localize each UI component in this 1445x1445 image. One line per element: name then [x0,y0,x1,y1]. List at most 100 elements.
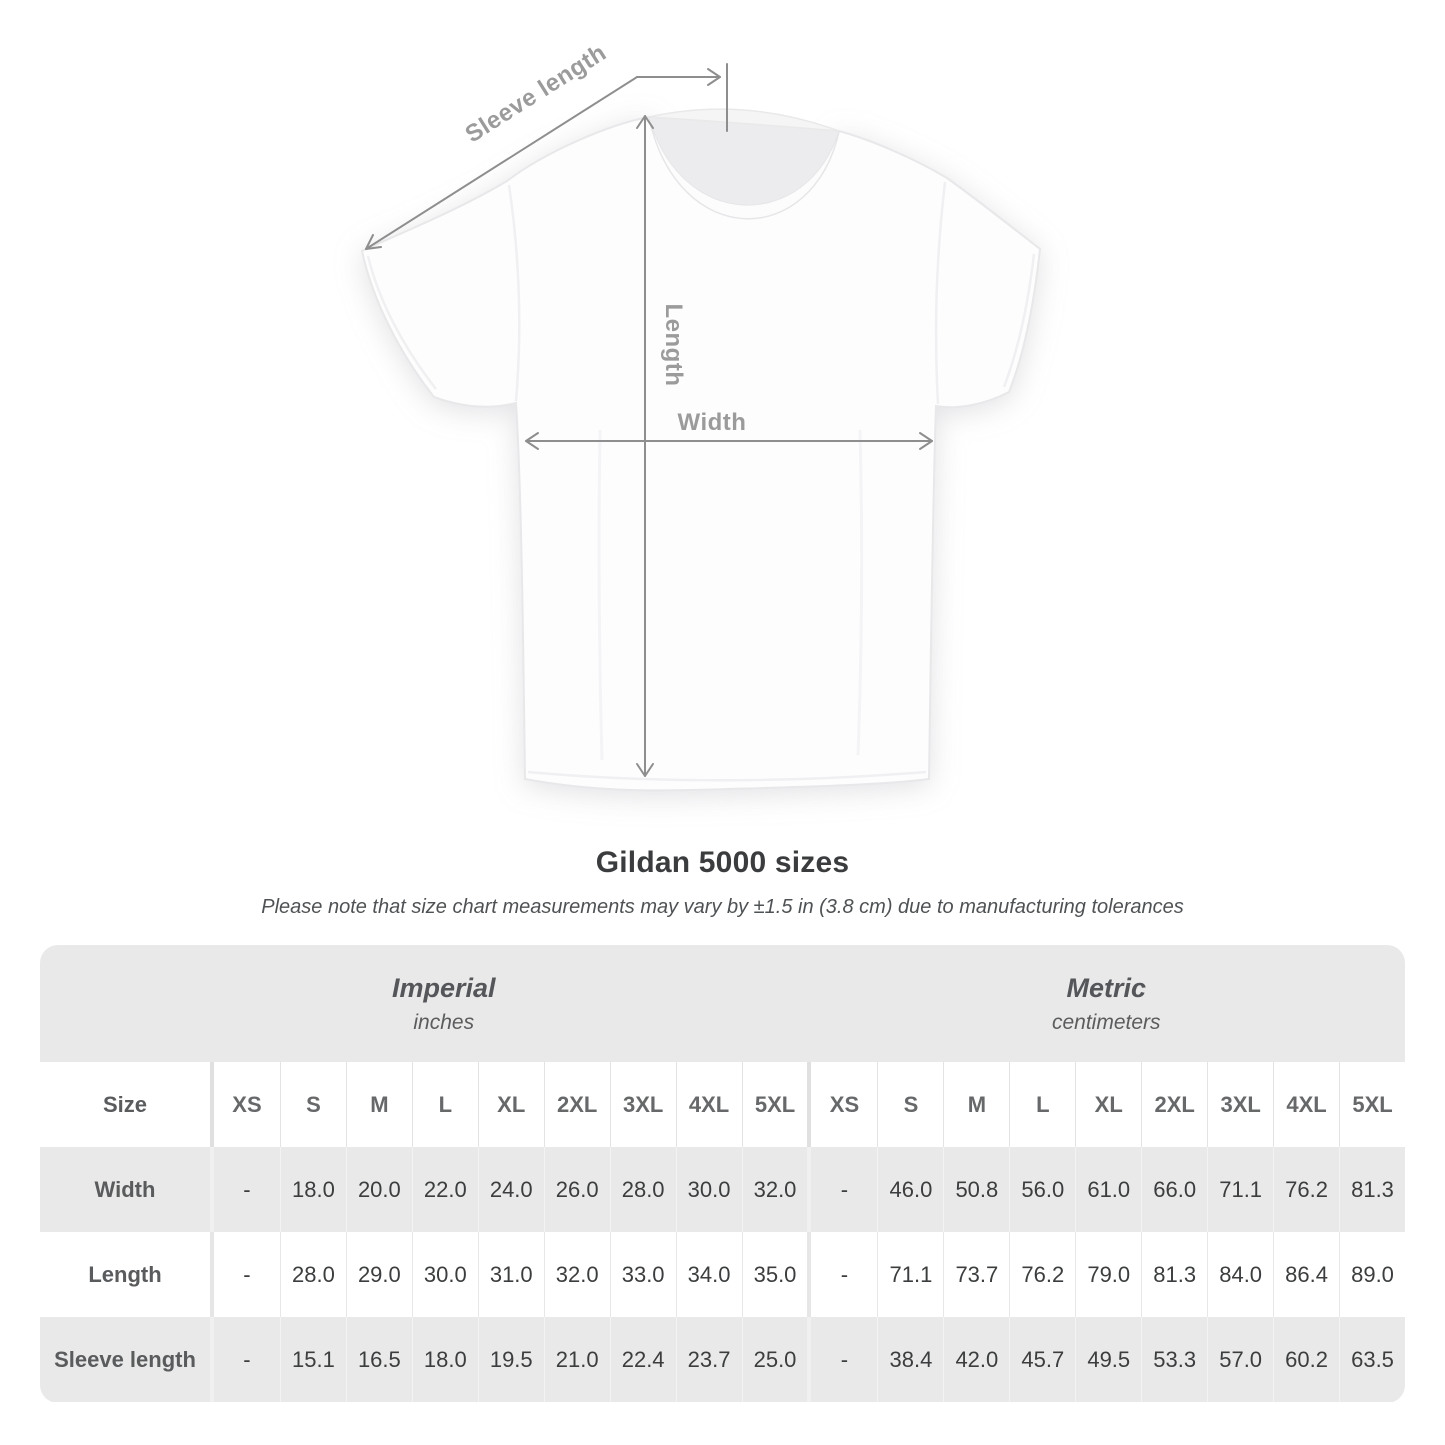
page-title: Gildan 5000 sizes [595,846,850,879]
tshirt-measurement-diagram: Sleeve length Length Width [360,39,1042,792]
value-cell: 76.2 [1273,1147,1339,1232]
value-cell: 73.7 [943,1232,1009,1317]
size-header-row: Size XS S M L XL 2XL 3XL 4XL 5XL XS S M L XL 2XL 3XL 4XL 5… [40,1062,1405,1147]
value-cell: 38.4 [877,1317,943,1402]
value-cell: 31.0 [477,1232,544,1317]
value-cell: 56.0 [1009,1147,1075,1232]
section-divider [210,1062,214,1147]
fabric-folds [597,429,864,761]
value-cell: 34.0 [675,1232,742,1317]
metric-label: Metric [1066,972,1147,1003]
size-header-cell: 2XL [543,1062,610,1147]
value-cell: 84.0 [1207,1232,1273,1317]
value-cell: 26.0 [543,1147,610,1232]
size-chart-rows: Size XS S M L XL 2XL 3XL 4XL 5XL XS S M L XL 2XL 3XL 4XL 5… [40,1062,1405,1402]
unit-header-row: Imperial inches Metric centimeters [40,945,1405,1062]
value-cell: 53.3 [1141,1317,1207,1402]
size-header-cell: M [943,1062,1009,1147]
value-cell: 15.1 [279,1317,346,1402]
value-cell: 71.1 [877,1232,943,1317]
tshirt-silhouette [360,115,1042,792]
measurement-row: Sleeve length - 15.1 16.5 18.0 19.5 21.0 22.4 23… [40,1317,1405,1402]
section-divider [210,1147,214,1232]
value-cell: 35.0 [741,1232,808,1317]
length-arrow [636,115,654,777]
value-cell: 45.7 [1009,1317,1075,1402]
value-cell: - [243,1261,251,1287]
size-header-cell: XL [1075,1062,1141,1147]
size-header-cell: 4XL [675,1062,742,1147]
value-cell: 22.4 [609,1317,676,1402]
size-header-cell: XL [477,1062,544,1147]
width-label: Width [678,409,747,436]
section-divider [210,1232,214,1317]
value-cell: 24.0 [477,1147,544,1232]
value-cell: 71.1 [1207,1147,1273,1232]
value-cell: 79.0 [1075,1232,1141,1317]
width-arrow [525,432,933,450]
value-cell: 30.0 [411,1232,478,1317]
row-label: Length [88,1261,162,1287]
section-divider [807,1062,812,1147]
value-cell: 22.0 [411,1147,478,1232]
section-divider [807,1317,812,1402]
value-cell: 21.0 [543,1317,610,1402]
value-cell: 81.3 [1141,1232,1207,1317]
sleeve-length-arrow [365,63,728,250]
value-cell: 60.2 [1273,1317,1339,1402]
size-column-header: Size [102,1091,148,1117]
value-cell: 57.0 [1207,1317,1273,1402]
value-cell: 25.0 [741,1317,808,1402]
value-cell: 66.0 [1141,1147,1207,1232]
value-cell: 18.0 [411,1317,478,1402]
value-cell: - [840,1261,849,1287]
size-header-cell: S [877,1062,943,1147]
measurement-row: Length - 28.0 29.0 30.0 31.0 32.0 33.0 34.0 35.0 -… [40,1232,1405,1317]
size-header-cell: L [411,1062,478,1147]
tolerance-note: Please note that size chart measurements… [261,896,1184,918]
value-cell: 32.0 [741,1147,808,1232]
value-cell: 16.5 [345,1317,412,1402]
size-header-cell: 5XL [1339,1062,1405,1147]
size-header-cell: 3XL [1207,1062,1273,1147]
value-cell: 28.0 [279,1232,346,1317]
value-cell: 29.0 [345,1232,412,1317]
value-cell: - [243,1176,251,1202]
section-divider [210,1317,214,1402]
inches-label: inches [413,1010,475,1034]
value-cell: 49.5 [1075,1317,1141,1402]
value-cell: 18.0 [279,1147,346,1232]
size-header-cell: XS [232,1091,262,1117]
value-cell: 33.0 [609,1232,676,1317]
neck-opening [649,117,839,206]
value-cell: - [243,1346,251,1372]
size-chart-table: Imperial inches Metric centimeters Size X… [40,945,1405,1403]
value-cell: 46.0 [877,1147,943,1232]
centimeters-label: centimeters [1051,1010,1161,1034]
imperial-label: Imperial [391,972,496,1003]
size-header-cell: 2XL [1141,1062,1207,1147]
value-cell: - [840,1346,849,1372]
sleeve-length-label: Sleeve length [461,39,612,148]
value-cell: 42.0 [943,1317,1009,1402]
collar-band [648,116,840,219]
value-cell: 63.5 [1339,1317,1405,1402]
value-cell: 23.7 [675,1317,742,1402]
size-header-cell: 5XL [741,1062,808,1147]
measurement-row: Width - 18.0 20.0 22.0 24.0 26.0 28.0 30.0 32.0 - 4… [40,1147,1405,1232]
size-header-cell: L [1009,1062,1075,1147]
imperial-unit-header: Imperial inches [40,945,808,1062]
value-cell: 20.0 [345,1147,412,1232]
section-divider [807,1232,812,1317]
value-cell: 32.0 [543,1232,610,1317]
section-divider [807,1147,812,1232]
value-cell: 89.0 [1339,1232,1405,1317]
value-cell: 30.0 [675,1147,742,1232]
size-header-cell: 4XL [1273,1062,1339,1147]
value-cell: 81.3 [1339,1147,1405,1232]
value-cell: 61.0 [1075,1147,1141,1232]
size-header-cell: M [345,1062,412,1147]
metric-unit-header: Metric centimeters [808,945,1406,1062]
value-cell: - [840,1176,849,1202]
